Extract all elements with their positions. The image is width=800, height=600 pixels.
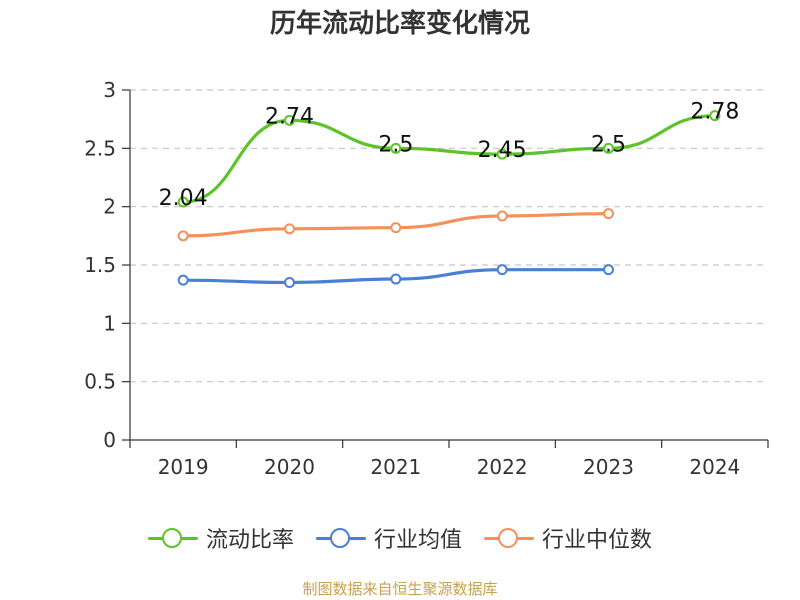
legend-item-current-ratio[interactable]: 流动比率 xyxy=(147,522,294,554)
data-label: 2.74 xyxy=(265,104,314,129)
x-tick-label: 2024 xyxy=(689,455,740,479)
y-tick-label: 3 xyxy=(103,78,116,102)
y-tick-label: 2.5 xyxy=(84,136,116,160)
data-label: 2.78 xyxy=(690,100,739,125)
data-label: 2.45 xyxy=(478,138,527,163)
data-point xyxy=(284,223,295,235)
x-tick-label: 2020 xyxy=(264,455,315,479)
chart-title: 历年流动比率变化情况 xyxy=(269,9,530,39)
data-point xyxy=(496,264,508,276)
legend-marker-current-ratio xyxy=(147,528,198,548)
legend-marker-industry-median xyxy=(484,528,534,548)
x-tick-label: 2023 xyxy=(583,455,634,479)
data-point xyxy=(390,273,402,285)
data-point xyxy=(284,114,295,126)
data-point xyxy=(177,274,189,286)
data-point xyxy=(177,230,189,242)
legend-item-industry-median[interactable]: 行业中位数 xyxy=(484,522,652,554)
data-label: 2.5 xyxy=(378,132,413,157)
y-tick-label: 0 xyxy=(103,428,116,452)
source-note: 制图数据来自恒生聚源数据库 xyxy=(302,580,498,598)
data-point xyxy=(390,222,402,234)
data-point xyxy=(496,210,508,222)
y-tick-label: 1.5 xyxy=(84,253,116,277)
legend-label-industry-mean: 行业均值 xyxy=(373,528,462,553)
data-point xyxy=(390,142,402,154)
x-tick-label: 2019 xyxy=(158,455,209,479)
x-tick-label: 2021 xyxy=(370,455,421,479)
y-tick-label: 1 xyxy=(103,311,116,335)
data-point xyxy=(284,277,295,288)
legend-label-current-ratio: 流动比率 xyxy=(205,528,294,553)
data-point xyxy=(603,264,614,276)
x-tick-label: 2022 xyxy=(477,455,528,479)
data-label: 2.04 xyxy=(159,186,208,211)
y-tick-label: 2 xyxy=(103,195,116,219)
data-point xyxy=(177,196,189,208)
y-tick-label: 0.5 xyxy=(84,370,116,394)
legend-item-industry-mean[interactable]: 行业均值 xyxy=(315,522,462,554)
data-point xyxy=(496,148,508,160)
data-label: 2.5 xyxy=(591,132,626,157)
legend-marker-industry-mean xyxy=(315,528,366,548)
series-line xyxy=(181,114,717,204)
data-point xyxy=(709,110,721,122)
data-point xyxy=(603,208,614,220)
legend: 流动比率 行业均值 行业中位数 xyxy=(0,520,800,556)
data-point xyxy=(603,142,614,154)
legend-label-industry-median: 行业中位数 xyxy=(542,528,653,553)
